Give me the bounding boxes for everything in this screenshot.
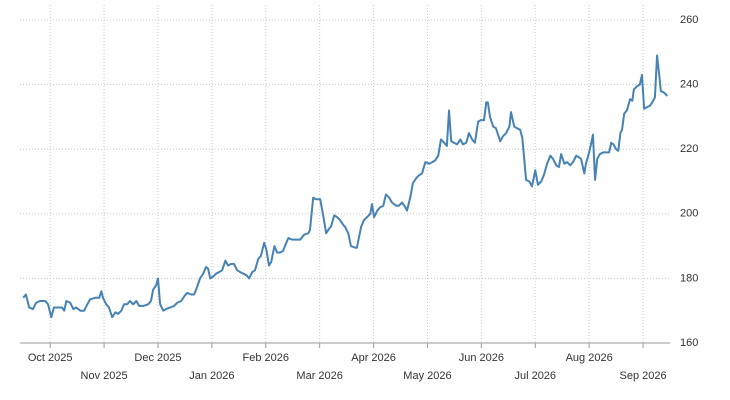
- x-tick-label: Mar 2026: [296, 370, 342, 382]
- x-tick-label: May 2026: [403, 370, 451, 382]
- x-tick-label: Dec 2025: [134, 352, 181, 364]
- y-tick-label: 240: [680, 79, 698, 91]
- y-tick-label: 200: [680, 208, 698, 220]
- x-tick-label: Jan 2026: [189, 370, 234, 382]
- x-tick-label: Apr 2026: [351, 352, 396, 364]
- x-tick-label: Jun 2026: [459, 352, 504, 364]
- x-tick-label: Oct 2025: [28, 352, 73, 364]
- y-tick-label: 160: [680, 337, 698, 349]
- x-tick-label: Sep 2026: [619, 370, 666, 382]
- data-line: [22, 54, 669, 319]
- y-tick-label: 220: [680, 143, 698, 155]
- x-tick-label: Aug 2026: [566, 352, 613, 364]
- y-tick-label: 260: [680, 14, 698, 26]
- x-tick-label: Jul 2026: [514, 370, 556, 382]
- y-tick-label: 180: [680, 272, 698, 284]
- x-tick-label: Nov 2025: [81, 370, 128, 382]
- x-tick-label: Feb 2026: [243, 352, 289, 364]
